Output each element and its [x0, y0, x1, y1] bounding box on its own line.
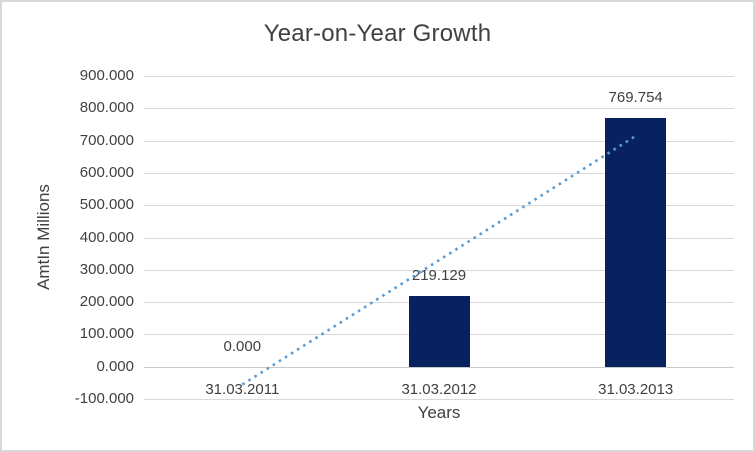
y-tick-label: 200.000	[79, 293, 134, 311]
x-axis-title: Years	[417, 403, 461, 422]
y-tick-label: 400.000	[79, 228, 134, 246]
data-label: 219.129	[411, 266, 467, 284]
category-label: 31.03.2013	[598, 381, 674, 398]
bar-31.03.2013	[605, 118, 667, 367]
y-tick-label: 900.000	[79, 67, 134, 84]
gridline	[144, 76, 734, 77]
data-label: 0.000	[223, 337, 262, 355]
y-tick-label: 0.000	[96, 357, 134, 375]
gridline	[144, 399, 734, 400]
chart-title: Year-on-Year Growth	[263, 20, 492, 47]
category-label: 31.03.2012	[401, 381, 477, 398]
y-tick-label: 800.000	[79, 99, 134, 117]
bar-31.03.2012	[408, 295, 470, 367]
y-tick-label: -100.000	[74, 390, 134, 407]
y-tick-label: 100.000	[79, 325, 134, 343]
data-label: 769.754	[608, 89, 663, 107]
y-tick-label: 500.000	[79, 196, 134, 214]
gridline	[144, 108, 734, 110]
y-tick-label: 300.000	[79, 260, 134, 278]
y-tick-label: 700.000	[79, 131, 134, 149]
axis-line	[144, 366, 734, 368]
category-label: 31.03.2011	[205, 381, 280, 398]
y-tick-label: 600.000	[79, 163, 134, 181]
